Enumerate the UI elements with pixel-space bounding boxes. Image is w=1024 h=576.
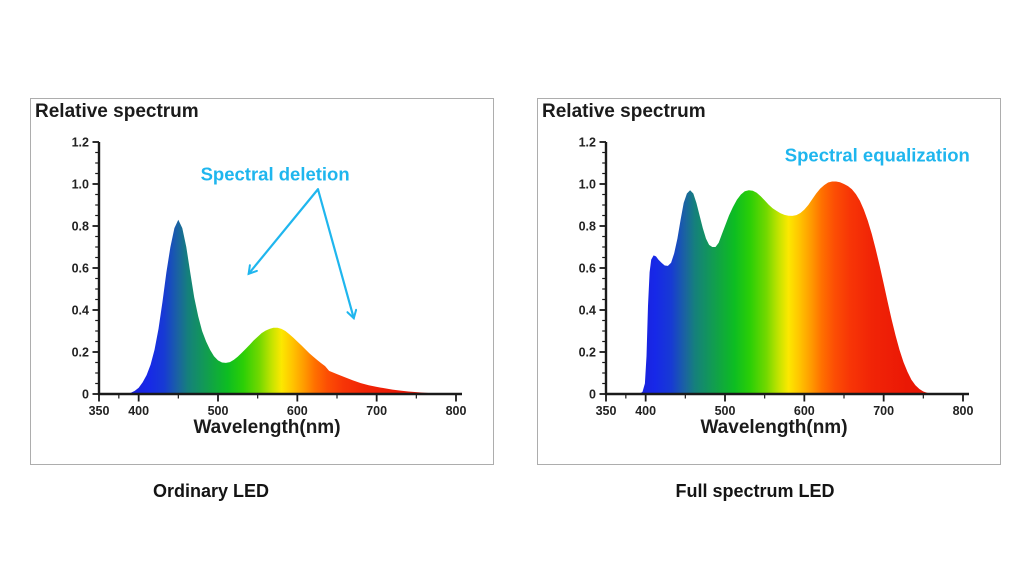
caption-ordinary-led: Ordinary LED [152, 481, 270, 501]
spectrum-area [126, 219, 455, 394]
x-tick-label: 500 [715, 404, 736, 418]
annotation-text: Spectral equalization [785, 145, 970, 166]
y-tick-label: 0.2 [72, 346, 89, 360]
y-tick-label: 1.0 [72, 178, 89, 192]
y-tick-label: 0.8 [579, 220, 596, 234]
y-tick-label: 0.6 [72, 262, 89, 276]
caption-full-spectrum-led: Full spectrum LED [675, 481, 835, 501]
y-tick-label: 0.4 [72, 304, 89, 318]
x-tick-label: 600 [287, 404, 308, 418]
x-tick-label: 400 [128, 404, 149, 418]
y-tick-label: 0.4 [579, 304, 596, 318]
x-tick-label: 700 [873, 404, 894, 418]
x-tick-label: 500 [208, 404, 229, 418]
spectrum-area [639, 181, 936, 394]
annotation-text: Spectral deletion [201, 164, 350, 185]
y-tick-label: 0.2 [579, 346, 596, 360]
x-tick-label: 400 [635, 404, 656, 418]
spectrum-chart-ordinary-led: 0 0.2 0.4 0.6 0.8 1.0 1.2 350 400 500 600 700 800 Spe… [72, 136, 467, 419]
x-tick-label: 800 [446, 404, 467, 418]
x-tick-label: 700 [366, 404, 387, 418]
annotation-arrow [247, 188, 320, 276]
y-tick-label: 0 [82, 388, 89, 402]
panel-ordinary-led: Relative spectrum 0 0.2 0.4 0.6 0.8 1.0 1.2 350… [30, 98, 494, 465]
y-tick-label: 1.2 [72, 136, 89, 150]
x-tick-label: 350 [596, 404, 617, 418]
chart-title: Relative spectrum [542, 101, 706, 122]
x-tick-label: 600 [794, 404, 815, 418]
y-tick-label: 0 [589, 388, 596, 402]
annotation-arrow [316, 188, 358, 321]
y-tick-label: 1.0 [579, 178, 596, 192]
x-tick-label: 350 [89, 404, 110, 418]
panel-full-spectrum-led: Relative spectrum 0 0.2 0.4 0.6 0.8 1.0 1.2 350… [537, 98, 1001, 465]
y-tick-label: 0.6 [579, 262, 596, 276]
y-tick-label: 0.8 [72, 220, 89, 234]
x-tick-label: 800 [953, 404, 974, 418]
spectrum-chart-full-spectrum-led: 0 0.2 0.4 0.6 0.8 1.0 1.2 350 400 500 600 700 800 Spe… [579, 136, 974, 419]
x-axis-label: Wavelength(nm) [700, 417, 848, 438]
y-tick-label: 1.2 [579, 136, 596, 150]
chart-title: Relative spectrum [35, 101, 199, 122]
x-axis-label: Wavelength(nm) [193, 417, 341, 438]
